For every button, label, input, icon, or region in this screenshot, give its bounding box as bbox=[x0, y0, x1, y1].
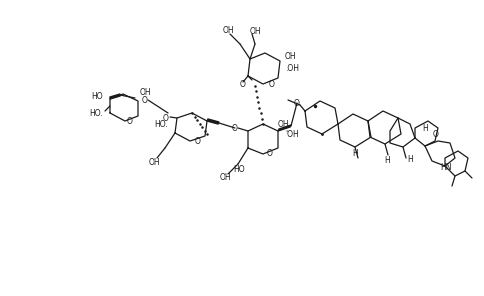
Text: HO.: HO. bbox=[89, 109, 103, 118]
Text: OH: OH bbox=[148, 157, 160, 166]
Text: O: O bbox=[269, 80, 275, 89]
Text: OH: OH bbox=[249, 27, 261, 36]
Text: O: O bbox=[240, 80, 246, 89]
Polygon shape bbox=[110, 94, 120, 99]
Text: O: O bbox=[127, 117, 133, 126]
Text: O: O bbox=[433, 130, 439, 139]
Polygon shape bbox=[278, 125, 291, 131]
Text: HN: HN bbox=[440, 163, 452, 173]
Text: O: O bbox=[142, 96, 148, 104]
Text: O: O bbox=[162, 113, 168, 123]
Text: O: O bbox=[267, 149, 273, 157]
Text: OH: OH bbox=[278, 120, 289, 128]
Text: O: O bbox=[232, 123, 238, 133]
Text: H: H bbox=[352, 149, 358, 157]
Text: OH: OH bbox=[219, 173, 231, 183]
Text: HO: HO bbox=[91, 91, 103, 101]
Text: H: H bbox=[384, 155, 390, 165]
Text: OH: OH bbox=[222, 25, 234, 35]
Text: HO.: HO. bbox=[154, 120, 168, 128]
Text: HO: HO bbox=[233, 165, 245, 173]
Text: H: H bbox=[407, 155, 413, 163]
Polygon shape bbox=[207, 119, 219, 124]
Text: O: O bbox=[195, 136, 201, 146]
Text: .OH: .OH bbox=[285, 64, 299, 73]
Text: H: H bbox=[422, 123, 428, 133]
Text: O: O bbox=[294, 99, 300, 107]
Text: OH: OH bbox=[285, 52, 297, 60]
Text: OH: OH bbox=[140, 88, 151, 96]
Text: 'OH: 'OH bbox=[285, 130, 299, 139]
